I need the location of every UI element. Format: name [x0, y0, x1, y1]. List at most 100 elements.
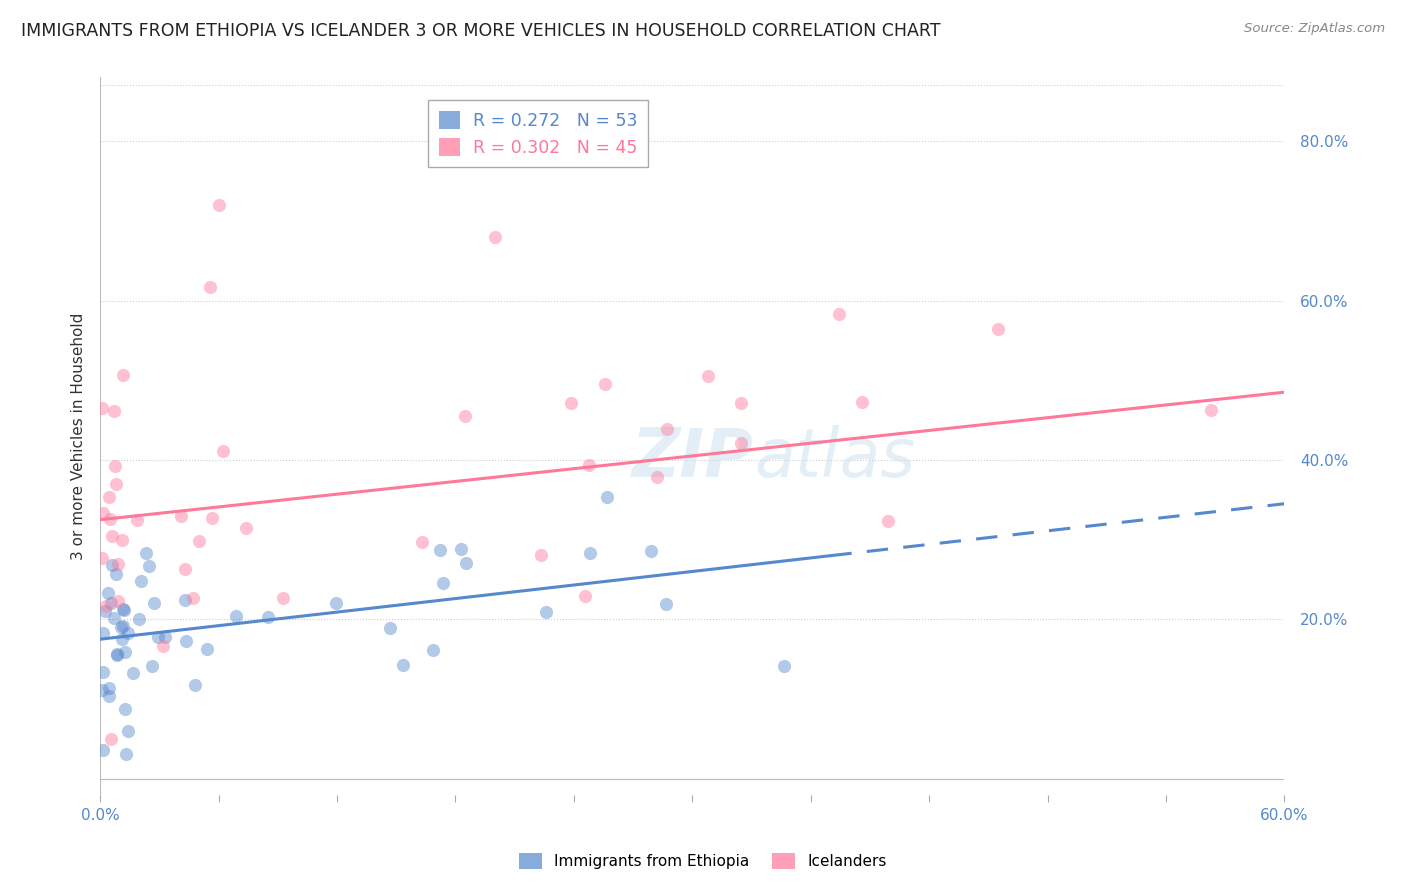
Point	[91, 506, 114, 520]
Point	[174, 592, 197, 607]
Point	[91, 743, 114, 757]
Point	[645, 470, 668, 484]
Point	[153, 630, 176, 644]
Legend: R = 0.272   N = 53, R = 0.302   N = 45: R = 0.272 N = 53, R = 0.302 N = 45	[429, 101, 648, 168]
Point	[146, 630, 169, 644]
Point	[560, 395, 582, 409]
Point	[94, 604, 117, 618]
Point	[91, 551, 114, 566]
Legend: Immigrants from Ethiopia, Icelanders: Immigrants from Ethiopia, Icelanders	[513, 847, 893, 875]
Point	[91, 682, 114, 697]
Point	[98, 490, 121, 504]
Point	[104, 459, 127, 474]
Point	[593, 376, 616, 391]
Point	[100, 596, 122, 610]
Point	[429, 542, 451, 557]
Point	[851, 394, 873, 409]
Point	[127, 512, 149, 526]
Point	[730, 436, 752, 450]
Y-axis label: 3 or more Vehicles in Household: 3 or more Vehicles in Household	[72, 312, 86, 559]
Point	[138, 559, 160, 574]
Point	[98, 689, 121, 703]
Point	[152, 640, 174, 654]
Point	[195, 642, 218, 657]
Point	[98, 512, 121, 526]
Point	[129, 574, 152, 588]
Point	[655, 421, 678, 435]
Point	[422, 642, 444, 657]
Point	[112, 602, 135, 616]
Point	[484, 229, 506, 244]
Point	[188, 534, 211, 549]
Point	[117, 724, 139, 739]
Point	[91, 401, 114, 416]
Point	[94, 599, 117, 613]
Point	[110, 632, 132, 646]
Text: atlas: atlas	[754, 425, 915, 491]
Text: Source: ZipAtlas.com: Source: ZipAtlas.com	[1244, 22, 1385, 36]
Point	[112, 603, 135, 617]
Point	[184, 678, 207, 692]
Point	[596, 490, 619, 504]
Point	[235, 521, 257, 535]
Point	[111, 533, 134, 547]
Point	[97, 585, 120, 599]
Point	[256, 610, 278, 624]
Point	[828, 307, 851, 321]
Point	[174, 633, 197, 648]
Point	[91, 625, 114, 640]
Point	[201, 511, 224, 525]
Point	[121, 666, 143, 681]
Point	[207, 198, 229, 212]
Point	[579, 546, 602, 560]
Point	[100, 731, 122, 746]
Point	[772, 659, 794, 673]
Point	[877, 515, 900, 529]
Point	[529, 549, 551, 563]
Point	[655, 597, 678, 611]
Point	[411, 535, 433, 549]
Point	[454, 409, 477, 423]
Point	[128, 612, 150, 626]
Point	[97, 681, 120, 695]
Point	[117, 626, 139, 640]
Point	[200, 280, 222, 294]
Point	[536, 605, 558, 619]
Point	[225, 609, 247, 624]
Point	[987, 322, 1010, 336]
Point	[105, 648, 128, 662]
Point	[325, 596, 347, 610]
Point	[114, 702, 136, 716]
Point	[578, 458, 600, 472]
Point	[697, 368, 720, 383]
Point	[174, 562, 197, 576]
Point	[101, 529, 124, 543]
Point	[115, 747, 138, 762]
Point	[380, 621, 402, 635]
Point	[105, 567, 128, 582]
Point	[141, 658, 163, 673]
Point	[112, 368, 135, 383]
Point	[103, 404, 125, 418]
Text: IMMIGRANTS FROM ETHIOPIA VS ICELANDER 3 OR MORE VEHICLES IN HOUSEHOLD CORRELATIO: IMMIGRANTS FROM ETHIOPIA VS ICELANDER 3 …	[21, 22, 941, 40]
Point	[107, 594, 129, 608]
Point	[101, 558, 124, 572]
Point	[110, 620, 132, 634]
Point	[574, 589, 596, 603]
Point	[105, 647, 128, 661]
Point	[1199, 402, 1222, 417]
Text: ZIP: ZIP	[631, 425, 754, 491]
Point	[105, 477, 128, 491]
Point	[391, 658, 413, 673]
Point	[450, 542, 472, 557]
Point	[454, 556, 477, 570]
Point	[91, 665, 114, 680]
Point	[640, 544, 662, 558]
Point	[271, 591, 294, 606]
Point	[111, 618, 134, 632]
Point	[142, 596, 165, 610]
Point	[183, 591, 205, 606]
Point	[107, 558, 129, 572]
Point	[212, 443, 235, 458]
Point	[135, 546, 157, 560]
